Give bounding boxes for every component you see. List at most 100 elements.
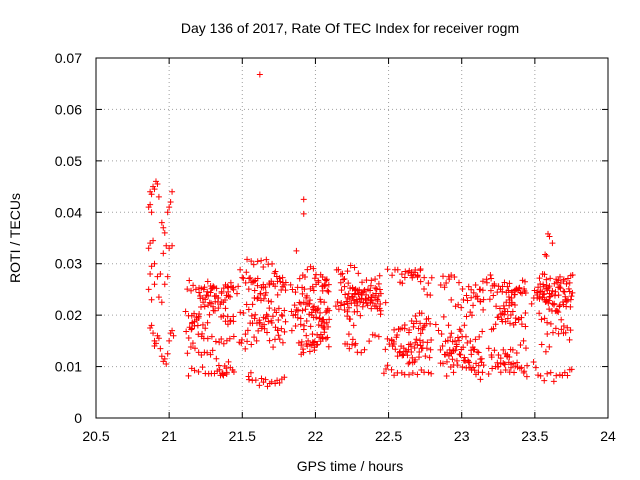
data-point [564, 372, 571, 379]
data-point [148, 191, 155, 198]
data-point [300, 299, 307, 306]
data-point [220, 299, 227, 306]
data-point [428, 274, 435, 281]
data-point [148, 263, 155, 270]
data-point [451, 274, 458, 281]
data-point [230, 369, 237, 376]
data-point [157, 271, 164, 277]
data-point [268, 378, 275, 385]
data-point [391, 372, 398, 379]
data-point [459, 364, 466, 371]
data-point [362, 295, 369, 302]
data-point [266, 305, 273, 312]
data-point [483, 276, 490, 283]
data-point [394, 353, 401, 360]
data-point [344, 341, 351, 348]
data-point [562, 329, 569, 336]
data-point [295, 339, 302, 346]
data-point [427, 346, 434, 353]
data-point [542, 348, 549, 355]
data-point [272, 324, 279, 331]
data-point [480, 306, 487, 313]
data-point [295, 306, 302, 313]
data-point [196, 311, 203, 318]
data-point [187, 344, 194, 351]
data-point [488, 275, 495, 282]
data-point [569, 271, 576, 278]
data-point [275, 317, 282, 324]
data-point [406, 371, 413, 378]
data-point [509, 346, 516, 353]
data-point [549, 300, 556, 307]
data-point [311, 275, 318, 282]
data-point [491, 280, 498, 287]
data-point [148, 209, 155, 216]
data-point [294, 314, 301, 321]
data-point [245, 286, 252, 293]
data-point [351, 290, 358, 297]
data-point [547, 369, 554, 376]
data-point [558, 316, 565, 323]
data-point [281, 374, 288, 381]
data-point [220, 285, 227, 292]
data-point [183, 328, 190, 335]
data-point [468, 294, 475, 301]
data-point [270, 344, 277, 351]
data-point [268, 298, 275, 305]
data-point [296, 275, 303, 282]
data-point [518, 321, 525, 328]
data-point [416, 337, 423, 344]
data-point [555, 292, 562, 299]
data-point [224, 313, 231, 320]
data-point [234, 290, 241, 297]
data-point [367, 282, 374, 289]
data-point [196, 289, 203, 296]
data-point [321, 299, 328, 306]
data-point [189, 340, 196, 347]
data-point [247, 274, 254, 281]
data-point [490, 292, 497, 299]
data-point [157, 345, 164, 352]
data-point [288, 308, 295, 315]
data-point [513, 350, 520, 357]
data-point [155, 335, 162, 342]
data-point [360, 299, 367, 306]
data-point [318, 322, 325, 329]
data-point [152, 178, 159, 185]
data-point [417, 330, 424, 337]
data-point [562, 296, 569, 303]
data-point [411, 345, 418, 352]
data-point [202, 325, 209, 332]
data-point [541, 271, 548, 278]
data-point [520, 337, 527, 344]
data-point [547, 275, 554, 282]
data-point [506, 280, 513, 287]
y-tick-label: 0.06 [55, 101, 82, 117]
data-point [532, 364, 539, 371]
data-point [205, 302, 212, 309]
data-point [239, 274, 246, 281]
data-point [252, 311, 259, 318]
data-point [425, 280, 432, 287]
data-point [479, 328, 486, 335]
data-point [166, 337, 173, 344]
data-point [166, 245, 173, 252]
data-point [511, 301, 518, 308]
data-point [237, 266, 244, 273]
data-point [457, 351, 464, 358]
data-point [566, 279, 573, 286]
data-point [208, 300, 215, 307]
data-point [199, 364, 206, 371]
data-point [244, 327, 251, 334]
data-point [240, 275, 247, 282]
data-point [169, 327, 176, 334]
data-point [428, 336, 435, 343]
data-point [276, 336, 283, 343]
data-point [223, 369, 230, 376]
data-point [347, 262, 354, 269]
data-point [472, 282, 479, 289]
data-point [170, 332, 177, 339]
data-point [448, 272, 455, 279]
data-point [454, 334, 461, 341]
data-point [255, 294, 262, 301]
